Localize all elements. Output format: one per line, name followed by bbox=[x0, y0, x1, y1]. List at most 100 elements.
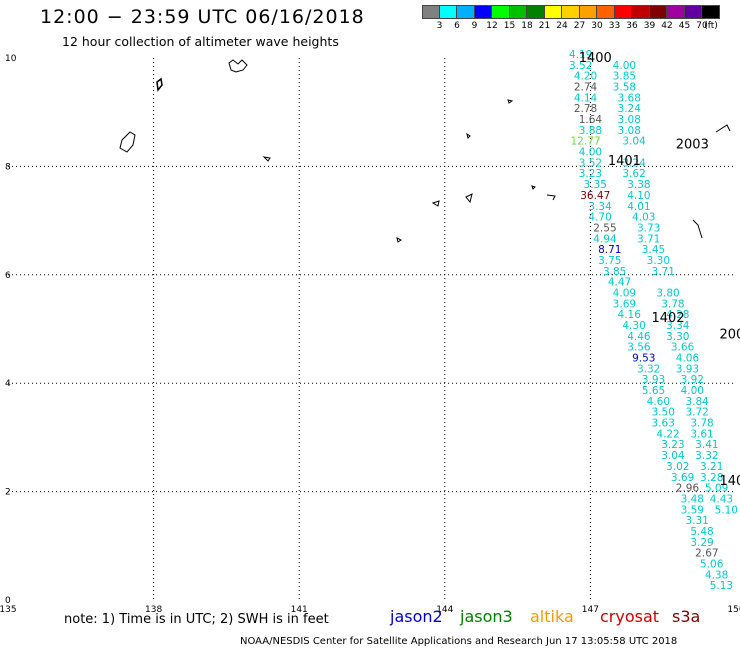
swh-label: 3.88 bbox=[579, 125, 602, 137]
swh-label: 4.28 bbox=[666, 309, 689, 321]
swh-label: 3.32 bbox=[637, 363, 660, 375]
swh-label: 5.09 bbox=[705, 483, 728, 495]
swh-label: 4.00 bbox=[579, 147, 602, 159]
color-swatch bbox=[684, 5, 702, 19]
swh-label: 3.04 bbox=[622, 136, 646, 148]
swh-label: 2.74 bbox=[574, 82, 598, 94]
swh-label: 3.72 bbox=[685, 407, 708, 419]
color-swatch bbox=[579, 5, 597, 19]
map-subtitle: 12 hour collection of altimeter wave hei… bbox=[62, 34, 339, 49]
swh-label: 3.35 bbox=[584, 179, 607, 191]
swh-label: 3.34 bbox=[666, 320, 690, 332]
swh-label: 3.04 bbox=[661, 450, 685, 462]
swh-label: 3.52 bbox=[569, 60, 592, 72]
color-scale-label: 33 bbox=[608, 21, 621, 31]
swh-label: 3.71 bbox=[637, 233, 660, 245]
color-scale-label: 36 bbox=[626, 21, 638, 31]
swh-label: 2.78 bbox=[574, 103, 597, 115]
color-swatch bbox=[597, 5, 615, 19]
color-swatch bbox=[422, 5, 440, 19]
swh-label: 3.08 bbox=[618, 125, 641, 137]
lon-tick-label: 150 bbox=[727, 605, 740, 615]
swh-label: 3.93 bbox=[642, 374, 665, 386]
legend-item-s3a: s3a bbox=[672, 607, 701, 626]
swh-label: 3.30 bbox=[647, 255, 670, 267]
swh-label: 8.71 bbox=[598, 244, 621, 256]
swh-label: 3.21 bbox=[700, 461, 723, 473]
swh-label: 3.62 bbox=[622, 168, 645, 180]
color-scale-bar bbox=[422, 5, 720, 19]
swh-label: 4.00 bbox=[681, 385, 704, 397]
swh-label: 4.20 bbox=[574, 71, 597, 83]
swh-label: 5.65 bbox=[642, 385, 665, 397]
swh-label: 3.02 bbox=[666, 461, 689, 473]
color-scale-label: 30 bbox=[591, 21, 603, 31]
island-outline bbox=[466, 132, 471, 139]
swh-label: 3.50 bbox=[652, 407, 675, 419]
swh-label: 4.38 bbox=[705, 569, 728, 581]
swh-label: 3.93 bbox=[676, 363, 699, 375]
swh-label: 5.48 bbox=[690, 526, 713, 538]
color-swatch bbox=[439, 5, 457, 19]
swh-label: 3.23 bbox=[661, 439, 684, 451]
island-outline bbox=[431, 200, 440, 207]
color-scale-label: 27 bbox=[573, 21, 586, 31]
swh-label: 3.75 bbox=[598, 255, 621, 267]
legend-item-cryosat: cryosat bbox=[600, 607, 660, 626]
island-outlines bbox=[119, 59, 731, 243]
color-scale-label: 39 bbox=[643, 21, 656, 31]
swh-label: 3.78 bbox=[690, 418, 713, 430]
island-outline bbox=[715, 124, 731, 133]
swh-label: 4.46 bbox=[627, 331, 651, 343]
lat-tick-label: 8 bbox=[5, 162, 11, 172]
color-swatch bbox=[702, 5, 720, 19]
color-swatch bbox=[492, 5, 510, 19]
swh-label: 3.78 bbox=[661, 298, 684, 310]
swh-label: 4.16 bbox=[618, 309, 642, 321]
color-scale-label: 9 bbox=[471, 21, 478, 31]
swh-label: 3.41 bbox=[695, 439, 718, 451]
swh-label: 3.32 bbox=[695, 450, 718, 462]
island-outline bbox=[119, 131, 136, 153]
swh-label: 3.24 bbox=[618, 103, 642, 115]
lat-lon-grid bbox=[8, 58, 736, 600]
swh-label: 3.58 bbox=[613, 82, 636, 94]
swh-label: 3.45 bbox=[642, 244, 665, 256]
swh-label: 3.28 bbox=[700, 472, 723, 484]
swh-label: 3.24 bbox=[622, 157, 646, 169]
island-outline bbox=[692, 219, 703, 239]
swh-label: 3.63 bbox=[652, 418, 675, 430]
color-scale-label: 15 bbox=[503, 21, 516, 31]
swh-label: 3.29 bbox=[690, 537, 713, 549]
swh-label: 3.69 bbox=[613, 298, 636, 310]
pass-time-label: 1400 bbox=[579, 51, 612, 66]
swh-label: 5.13 bbox=[710, 580, 733, 592]
lon-tick-label: 144 bbox=[436, 605, 453, 615]
legend-item-altika: altika bbox=[530, 607, 574, 626]
swh-label: 4.09 bbox=[613, 287, 636, 299]
color-scale-label: 45 bbox=[678, 21, 691, 31]
swh-label: 12.77 bbox=[571, 136, 601, 148]
swh-label: 4.06 bbox=[676, 353, 700, 365]
legend-item-jason3: jason3 bbox=[460, 607, 513, 626]
map-title: 12:00 − 23:59 UTC 06/16/2018 bbox=[40, 6, 365, 28]
footnote: note: 1) Time is in UTC; 2) SWH is in fe… bbox=[64, 612, 329, 627]
swh-label: 4.43 bbox=[710, 493, 733, 505]
swh-label: 3.92 bbox=[681, 374, 704, 386]
swh-label: 4.30 bbox=[622, 320, 645, 332]
color-scale-label: (ft) bbox=[704, 21, 718, 31]
color-scale-label: 6 bbox=[454, 21, 460, 31]
lat-tick-label: 4 bbox=[5, 379, 11, 389]
lon-tick-label: 141 bbox=[291, 605, 308, 615]
pass-time-label: 2003 bbox=[676, 138, 709, 153]
pass-time-label: 1403 bbox=[719, 474, 740, 489]
swh-label: 3.71 bbox=[652, 266, 675, 278]
island-outline bbox=[465, 193, 473, 204]
swh-label: 5.06 bbox=[700, 558, 724, 570]
color-scale-labels: 3 6 9 12 15 18 21 24 27 30 33 36 39 42 45 70 (ft) bbox=[422, 21, 734, 33]
color-swatch bbox=[614, 5, 632, 19]
color-swatch bbox=[457, 5, 475, 19]
color-swatch bbox=[649, 5, 667, 19]
swh-label: 4.19 bbox=[569, 49, 592, 61]
lon-tick-label: 135 bbox=[0, 605, 17, 615]
